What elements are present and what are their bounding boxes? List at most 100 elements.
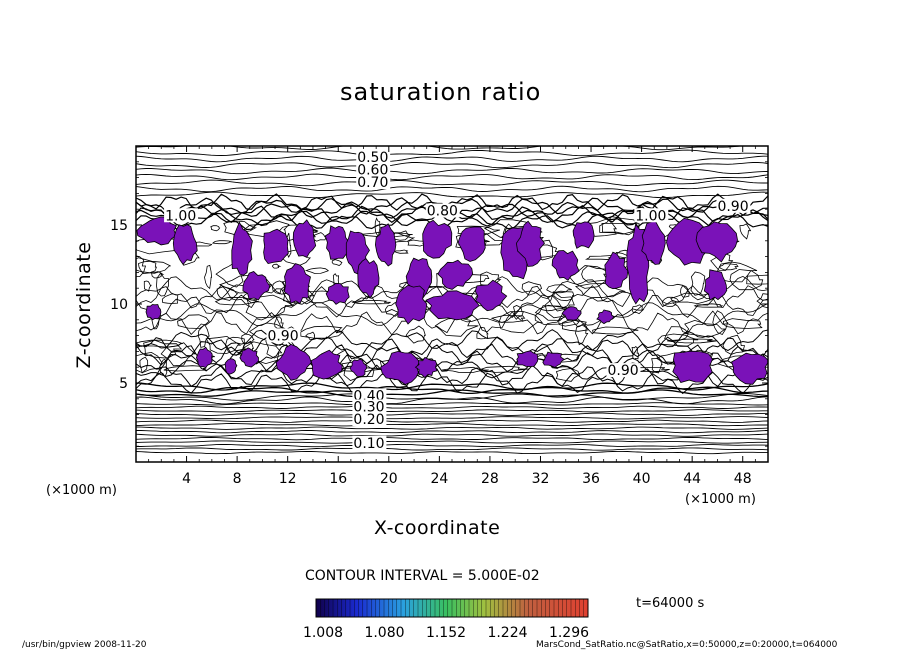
contour-line	[136, 419, 768, 423]
shaded-region	[457, 226, 486, 262]
shaded-region	[292, 219, 317, 258]
contour-line	[722, 334, 746, 355]
contour-line	[331, 259, 343, 266]
contour-label: 0.90	[717, 199, 748, 215]
contour-line	[657, 333, 699, 347]
x-tick-label: 20	[380, 471, 398, 487]
shaded-region	[395, 284, 428, 325]
shaded-region	[195, 346, 213, 369]
shaded-region	[474, 279, 508, 312]
contour-label-bg	[352, 399, 387, 414]
contour-line	[136, 405, 768, 409]
contour-line	[143, 339, 183, 359]
contour-label-bg	[606, 363, 641, 378]
colorbar-tick-label: 1.224	[487, 625, 527, 641]
contour-line	[498, 311, 544, 334]
contour-line	[241, 333, 255, 345]
contour-label-bg	[634, 208, 669, 223]
y-unit-label: (×1000 m)	[685, 492, 756, 507]
contour-line	[631, 304, 645, 315]
contour-line	[245, 294, 295, 319]
contour-line	[223, 220, 258, 235]
contour-line	[136, 257, 171, 274]
contour-line	[151, 271, 165, 279]
contour-line	[592, 326, 639, 335]
shaded-region	[374, 223, 397, 267]
contour-line	[274, 316, 284, 329]
shaded-region	[551, 250, 580, 281]
contour-line	[205, 335, 242, 354]
shaded-region	[542, 351, 565, 368]
contour-line	[434, 317, 479, 337]
contour-line	[271, 263, 282, 269]
contour-label: 0.90	[267, 328, 298, 344]
contour-line	[214, 296, 260, 306]
contour-line	[680, 285, 690, 298]
contour-line	[136, 167, 768, 175]
contour-line	[719, 263, 739, 271]
y-tick-label: 15	[110, 218, 128, 234]
contour-label: 0.80	[427, 204, 458, 220]
contour-line	[216, 286, 239, 301]
contour-line	[136, 436, 768, 441]
shaded-region	[380, 350, 420, 385]
contour-line	[136, 412, 768, 416]
contour-line	[136, 443, 768, 448]
contour-line	[746, 274, 768, 285]
x-tick-label: 4	[182, 471, 191, 487]
contour-line	[664, 326, 690, 342]
shaded-region	[242, 271, 271, 301]
contour-line	[304, 267, 329, 274]
shaded-region	[516, 350, 539, 368]
x-axis-label: X-coordinate	[374, 517, 501, 539]
shaded-region	[145, 304, 162, 321]
y-tick-label: 10	[110, 297, 128, 313]
contour-label: 0.50	[357, 150, 388, 166]
contour-line	[136, 179, 768, 187]
contour-line	[670, 292, 714, 305]
contour-line	[143, 280, 152, 292]
contour-line	[136, 161, 768, 169]
shaded-region	[695, 221, 738, 263]
contour-label-bg	[352, 435, 387, 450]
contour-label-bg	[425, 203, 460, 218]
contour-line	[712, 310, 729, 335]
contour-line	[204, 264, 213, 290]
shaded-region	[437, 259, 474, 290]
footer-right: MarsCond_SatRatio.nc@SatRatio,x=0:50000,…	[536, 640, 838, 650]
colorbar-tick-label: 1.296	[549, 625, 589, 641]
contour-label: 0.60	[357, 162, 388, 178]
shaded-region	[239, 347, 259, 368]
contour-line	[211, 240, 233, 245]
contour-line	[300, 325, 344, 339]
contour-interval-label: CONTOUR INTERVAL = 5.000E-02	[305, 568, 540, 584]
contour-label: 1.00	[165, 208, 196, 224]
contour-line	[553, 290, 575, 302]
x-unit-label: (×1000 m)	[46, 483, 117, 498]
contour-line	[441, 366, 489, 373]
shaded-region	[275, 343, 312, 381]
contour-line	[136, 430, 768, 434]
shaded-region	[263, 228, 289, 265]
shaded-region	[703, 269, 728, 301]
contour-label-bg	[164, 208, 199, 223]
colorbar-tick-label: 1.152	[426, 625, 466, 641]
contour-line	[136, 173, 768, 181]
contour-line	[136, 310, 768, 336]
contour-line	[163, 365, 208, 372]
contour-line	[136, 351, 163, 374]
shaded-region	[349, 358, 368, 377]
contour-label-bg	[266, 328, 301, 343]
shaded-region	[310, 349, 343, 380]
contour-line	[136, 364, 768, 388]
shaded-region	[731, 352, 768, 385]
x-tick-label: 24	[430, 471, 448, 487]
shaded-region	[324, 225, 350, 260]
contour-line	[161, 293, 179, 304]
contour-line	[138, 260, 157, 275]
x-tick-label: 36	[582, 471, 600, 487]
contour-line	[690, 271, 706, 296]
contour-line	[394, 249, 409, 254]
contour-line	[136, 416, 768, 420]
contour-line	[136, 389, 768, 398]
